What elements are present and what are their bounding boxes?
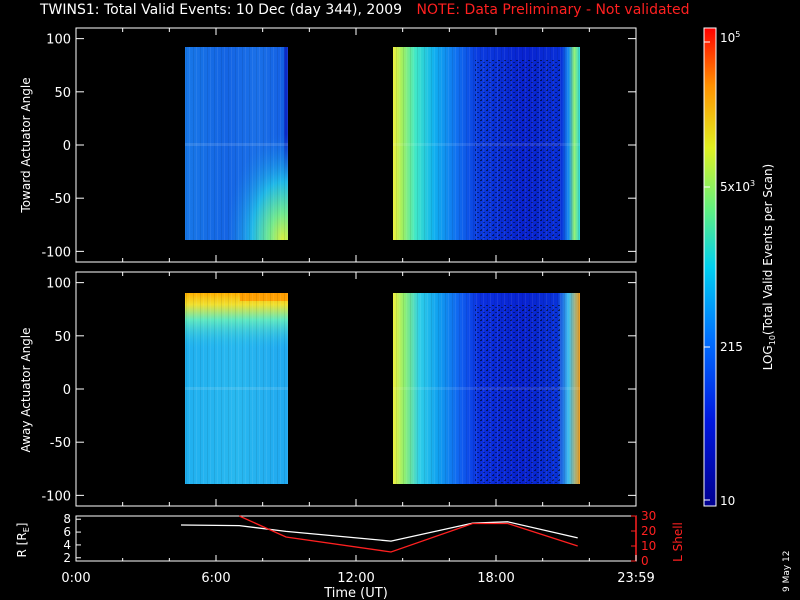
title-text: TWINS1: Total Valid Events: 10 Dec (day …	[40, 2, 403, 18]
colorbar-tick-5e3: 5x103	[720, 179, 755, 194]
away-ytick-label: 100	[46, 277, 71, 292]
xaxis-tick-label: 0:00	[61, 571, 90, 586]
toward-ylabel: Toward Actuator Angle	[19, 77, 33, 213]
r-ytick-label: 2	[63, 551, 71, 565]
xaxis-tick-label: 23:59	[617, 571, 654, 586]
toward-ytick-label: 100	[46, 33, 71, 48]
xaxis-tick-label: 12:00	[337, 571, 374, 586]
colorbar-scale	[703, 27, 717, 507]
toward-ytick-label: 50	[54, 86, 71, 101]
r-ytick-label: 6	[63, 525, 71, 539]
colorbar-label: LOG10(Total Valid Events per Scan)	[761, 164, 777, 371]
away-ytick-label: -50	[50, 436, 71, 451]
xaxis-tick-label: 6:00	[201, 571, 230, 586]
toward-ytick-label: -50	[50, 192, 71, 207]
lshell-ytick-label: 20	[641, 524, 656, 538]
lshell-series-line	[239, 515, 578, 553]
xaxis-label: Time (UT)	[323, 586, 388, 600]
axis-decorations: 100500-50-100100500-50-100864230201000:0…	[41, 28, 710, 586]
away-ytick-label: -100	[41, 489, 71, 504]
r-axis-label: R [RE]	[15, 523, 31, 558]
date-stamp: 9 May 12	[782, 550, 792, 592]
panel-away	[75, 271, 637, 507]
xaxis-tick-label: 18:00	[477, 571, 514, 586]
lshell-ytick-label: 30	[641, 509, 656, 523]
colorbar	[703, 27, 717, 507]
toward-ytick-label: 0	[63, 139, 71, 154]
lshell-ytick-label: 10	[641, 539, 656, 553]
away-ytick-label: 50	[54, 330, 71, 345]
r-ytick-label: 4	[63, 538, 71, 552]
colorbar-tick-10: 10	[720, 494, 735, 508]
lshell-axis-label: L Shell	[671, 522, 685, 562]
panel-orbit	[75, 515, 637, 562]
colorbar-tick-1e5: 105	[720, 30, 740, 45]
title-note: NOTE: Data Preliminary - Not validated	[416, 2, 690, 18]
r-series-line	[180, 521, 578, 542]
lshell-ytick-label: 0	[641, 554, 649, 568]
chart-title: TWINS1: Total Valid Events: 10 Dec (day …	[40, 2, 690, 18]
panel-toward	[75, 27, 637, 263]
toward-ytick-label: -100	[41, 245, 71, 260]
away-ytick-label: 0	[63, 383, 71, 398]
r-ytick-label: 8	[63, 512, 71, 526]
away-ylabel: Away Actuator Angle	[19, 327, 33, 452]
colorbar-tick-215: 215	[720, 340, 743, 354]
